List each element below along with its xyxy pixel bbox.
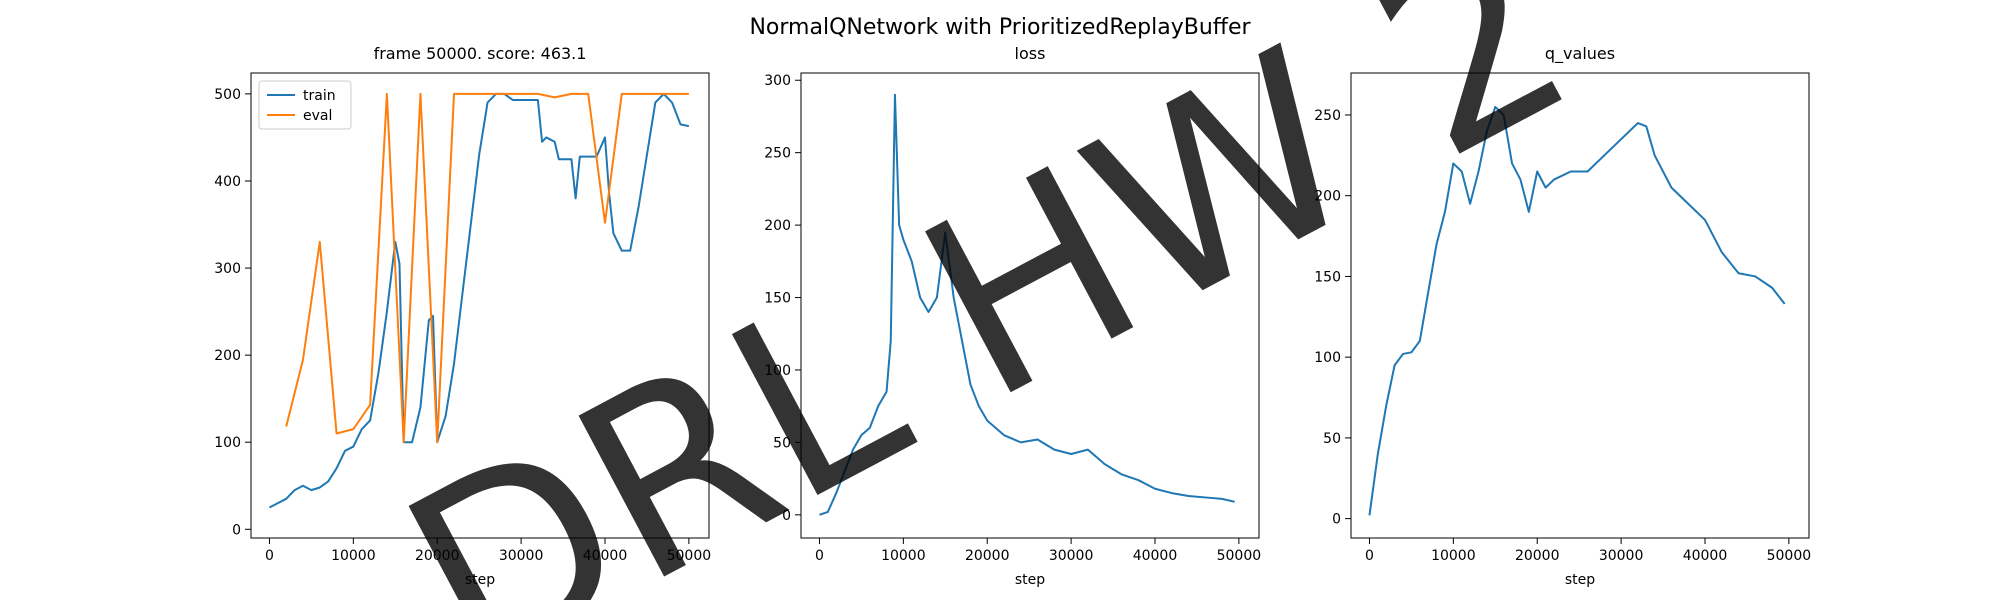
subplot: loss step 0 10000 20000 30000 40000 50000 0 50 100…: [764, 44, 1261, 588]
legend-label: train: [303, 88, 336, 104]
axes-frame: [250, 72, 710, 539]
y-tick-label: 100: [1314, 350, 1341, 366]
x-tick-label: 0: [815, 548, 824, 564]
x-tick-label: 0: [1365, 548, 1374, 564]
y-tick-label: 50: [1323, 431, 1341, 447]
x-axis-label: step: [1015, 572, 1045, 588]
y-tick-label: 400: [214, 174, 241, 190]
y-tick-label: 150: [764, 291, 791, 307]
y-tick-label: 200: [764, 218, 791, 234]
y-tick-label: 250: [764, 146, 791, 162]
x-tick-label: 50000: [667, 548, 712, 564]
x-axis-label: step: [465, 572, 495, 588]
data-line: [819, 93, 1235, 516]
x-tick-label: 50000: [1767, 548, 1812, 564]
x-tick-label: 40000: [1683, 548, 1728, 564]
y-tick-label: 300: [214, 261, 241, 277]
x-tick-label: 10000: [881, 548, 926, 564]
y-tick-label: 100: [764, 363, 791, 379]
legend-box: [258, 80, 352, 130]
legend: train eval: [258, 80, 352, 130]
x-tick-label: 20000: [415, 548, 460, 564]
data-line: [1368, 105, 1786, 516]
watermark: DRL HW 2: [364, 0, 1612, 600]
y-tick-label: 500: [214, 87, 241, 103]
y-tick-label: 150: [1314, 269, 1341, 285]
y-tick-label: 0: [232, 522, 241, 538]
x-tick-label: 10000: [1431, 548, 1476, 564]
figure-title: NormalQNetwork with PrioritizedReplayBuf…: [749, 15, 1251, 40]
x-tick-label: 30000: [1049, 548, 1094, 564]
axes-frame: [800, 72, 1260, 539]
data-line: [268, 92, 690, 509]
x-tick-label: 20000: [965, 548, 1010, 564]
data-line: [285, 92, 689, 444]
x-tick-label: 30000: [1599, 548, 1644, 564]
x-tick-label: 40000: [1133, 548, 1178, 564]
legend-label: eval: [303, 108, 332, 124]
x-tick-label: 10000: [331, 548, 376, 564]
x-tick-label: 30000: [499, 548, 544, 564]
y-tick-label: 50: [773, 435, 791, 451]
x-tick-label: 20000: [1515, 548, 1560, 564]
y-tick-label: 200: [214, 348, 241, 364]
y-tick-label: 100: [214, 435, 241, 451]
x-tick-label: 40000: [583, 548, 628, 564]
x-tick-label: 0: [265, 548, 274, 564]
y-tick-label: 250: [1314, 108, 1341, 124]
subplot-title: loss: [1015, 44, 1046, 63]
x-axis-label: step: [1565, 572, 1595, 588]
x-tick-label: 50000: [1217, 548, 1262, 564]
y-tick-label: 0: [782, 508, 791, 524]
y-tick-label: 300: [764, 73, 791, 89]
y-tick-label: 0: [1332, 512, 1341, 528]
y-tick-label: 200: [1314, 189, 1341, 205]
subplot-title: q_values: [1545, 44, 1615, 64]
axes-frame: [1350, 72, 1810, 539]
subplot-title: frame 50000. score: 463.1: [374, 44, 587, 63]
subplot: frame 50000. score: 463.1 step 0 10000 20000…: [214, 44, 711, 588]
